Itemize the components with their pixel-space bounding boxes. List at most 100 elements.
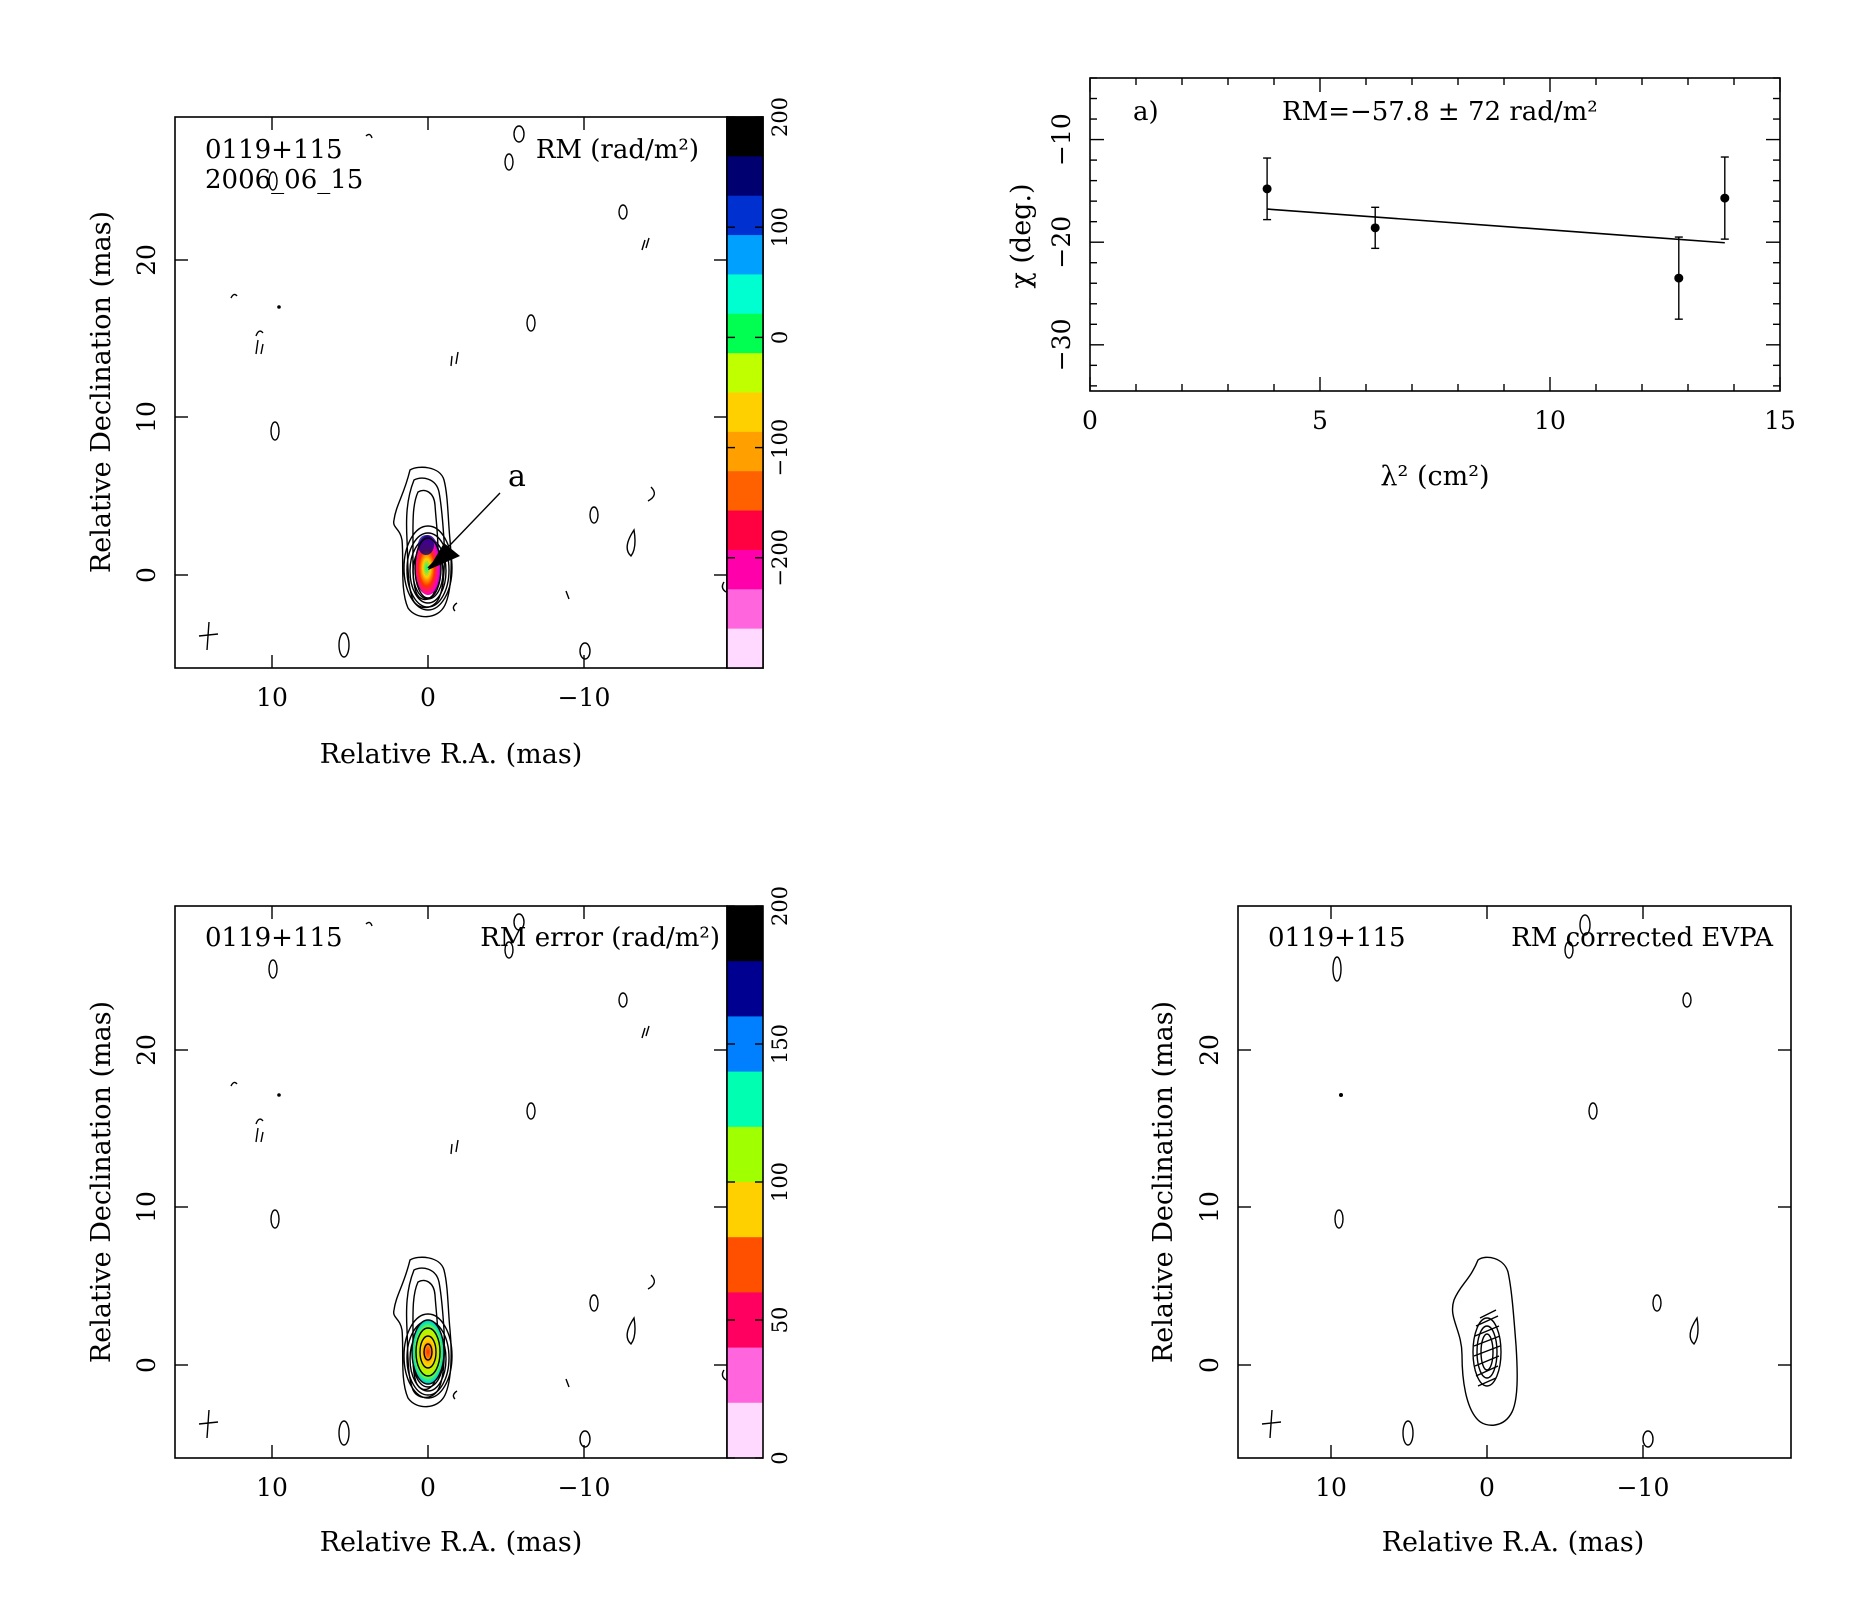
fit-data-point <box>1720 193 1730 203</box>
rm-ytick-10: 10 <box>132 401 161 433</box>
beam-marker-error <box>198 1409 219 1439</box>
evpa-map-frame <box>1237 905 1792 1459</box>
evpa-ytick-10: 10 <box>1195 1191 1224 1223</box>
rm-colorbar-band <box>727 589 763 630</box>
evpa-source-name: 0119+115 <box>1268 923 1406 953</box>
err-colorbar-tick-label: 100 <box>768 1162 792 1202</box>
evpa-map-panel: 10 0 −10 0 10 20 Relative R.A. (mas) Rel… <box>1148 905 1792 1558</box>
rm-xtick-0: 0 <box>420 683 436 712</box>
err-ylabel: Relative Declination (mas) <box>86 1001 117 1363</box>
fit-data-marks <box>1262 156 1730 320</box>
fit-xtick-label: 10 <box>1534 406 1566 435</box>
err-colorbar-band <box>727 1071 763 1128</box>
err-colorbar-tick-label: 200 <box>768 886 792 926</box>
err-ytick-0: 0 <box>132 1357 161 1373</box>
rm-map-ticks <box>175 117 727 668</box>
rm-colorbar-band <box>727 628 763 669</box>
rm-error-contours <box>198 913 727 1448</box>
err-xtick-0: 0 <box>420 1473 436 1502</box>
beam-marker <box>198 621 219 651</box>
rm-colorbar-band <box>727 313 763 354</box>
rm-error-map-label: RM error (rad/m²) <box>480 923 720 953</box>
rm-colorbar-band <box>727 195 763 236</box>
rm-colorbar-band <box>727 274 763 315</box>
rm-colorbar-band <box>727 235 763 276</box>
err-xtick-minus10: −10 <box>558 1473 611 1502</box>
fit-panel-tag: a) <box>1133 97 1159 127</box>
err-source-name: 0119+115 <box>205 923 343 953</box>
err-colorbar-band <box>727 1237 763 1293</box>
rm-error-ticks <box>175 906 727 1458</box>
err-colorbar-band <box>727 1402 763 1459</box>
rm-colorbar-tick-label: 0 <box>768 331 792 344</box>
err-colorbar-band <box>727 906 763 962</box>
fit-data-point <box>1674 273 1684 283</box>
rm-error-map-panel: 10 0 −10 0 10 20 Relative R.A. (mas) Rel… <box>86 886 792 1558</box>
evpa-ticks <box>1238 906 1791 1458</box>
err-colorbar-tick-label: 0 <box>768 1451 792 1464</box>
fit-ticks <box>1089 77 1781 391</box>
fit-ytick-label: −30 <box>1047 318 1076 371</box>
marker-a-label: a <box>508 459 526 494</box>
err-xtick-10: 10 <box>256 1473 288 1502</box>
rm-colorbar <box>726 116 764 669</box>
rm-error-core-colors <box>412 1320 444 1384</box>
fit-line <box>1267 208 1725 244</box>
rm-error-map-frame <box>174 905 728 1459</box>
fit-ytick-label: −20 <box>1047 216 1076 269</box>
rm-map-panel: 10 0 −10 0 10 20 Relative R.A. (mas) Rel… <box>86 97 792 770</box>
err-colorbar-band <box>727 961 763 1017</box>
rm-map-label: RM (rad/m²) <box>536 135 699 165</box>
evpa-xtick-minus10: −10 <box>1617 1473 1670 1502</box>
rm-colorbar-band <box>727 431 763 472</box>
rm-ytick-20: 20 <box>132 244 161 276</box>
err-colorbar-band <box>727 1182 763 1238</box>
fit-ytick-label: −10 <box>1047 113 1076 166</box>
evpa-ylabel: Relative Declination (mas) <box>1148 1001 1179 1363</box>
rm-map-frame <box>174 116 728 669</box>
rm-fit-panel: 0 5 10 15 −10 −20 −30 λ² (cm²) χ (deg.) a) RM=… <box>1006 77 1796 492</box>
rm-colorbar-band <box>727 117 763 157</box>
err-colorbar-tick-label: 50 <box>768 1307 792 1334</box>
evpa-vectors <box>1473 1309 1501 1387</box>
fit-data-point <box>1370 223 1380 233</box>
fit-xtick-label: 15 <box>1764 406 1796 435</box>
rm-xtick-minus10: −10 <box>558 683 611 712</box>
rm-colorbar-tick-label: −100 <box>768 419 792 477</box>
evpa-ytick-20: 20 <box>1195 1034 1224 1066</box>
rm-epoch: 2006_06_15 <box>205 165 363 195</box>
fit-data-point <box>1262 184 1272 194</box>
rm-colorbar-tick-label: 100 <box>768 207 792 247</box>
rm-source-name: 0119+115 <box>205 135 343 165</box>
evpa-map-label: RM corrected EVPA <box>1511 923 1774 953</box>
evpa-xtick-10: 10 <box>1315 1473 1347 1502</box>
err-xlabel: Relative R.A. (mas) <box>320 1527 583 1558</box>
rm-colorbar-tick-label: 200 <box>768 97 792 137</box>
rm-xtick-10: 10 <box>256 683 288 712</box>
rm-ylabel: Relative Declination (mas) <box>86 211 117 573</box>
fit-frame <box>1089 77 1781 392</box>
evpa-xtick-0: 0 <box>1479 1473 1495 1502</box>
fit-xtick-label: 5 <box>1312 406 1328 435</box>
rm-xlabel: Relative R.A. (mas) <box>320 739 583 770</box>
rm-colorbar-band <box>727 392 763 433</box>
evpa-contours <box>1261 914 1699 1448</box>
err-ytick-10: 10 <box>132 1191 161 1223</box>
beam-marker-evpa <box>1261 1409 1282 1439</box>
fit-xtick-label: 0 <box>1082 406 1098 435</box>
rm-colorbar-band <box>727 510 763 551</box>
err-colorbar-band <box>727 1126 763 1183</box>
fit-rm-result: RM=−57.8 ± 72 rad/m² <box>1282 97 1598 127</box>
rm-colorbar-band <box>727 353 763 394</box>
rm-colorbar-band <box>727 549 763 590</box>
evpa-xlabel: Relative R.A. (mas) <box>1382 1527 1645 1558</box>
rm-colorbar-band <box>727 156 763 197</box>
rm-ytick-0: 0 <box>132 567 161 583</box>
err-colorbar-tick-label: 150 <box>768 1024 792 1064</box>
rm-colorbar-tick-label: −200 <box>768 529 792 587</box>
err-ytick-20: 20 <box>132 1034 161 1066</box>
evpa-ytick-0: 0 <box>1195 1357 1224 1373</box>
fit-xlabel: λ² (cm²) <box>1380 461 1489 492</box>
marker-a-arrowhead <box>428 543 460 570</box>
